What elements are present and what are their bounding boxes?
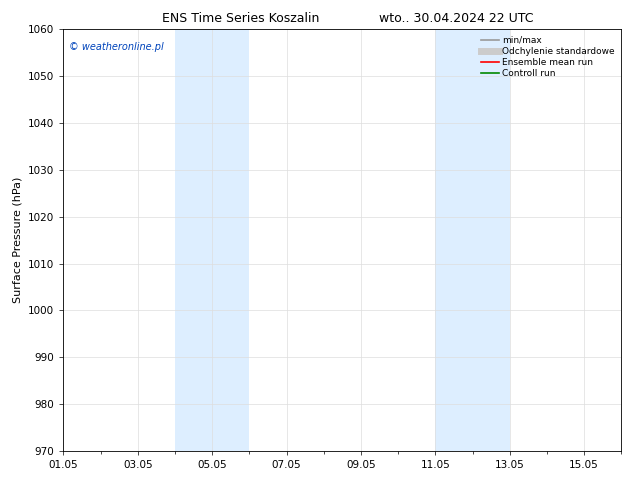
Y-axis label: Surface Pressure (hPa): Surface Pressure (hPa) bbox=[13, 177, 23, 303]
Bar bbox=[436, 29, 510, 451]
Text: ENS Time Series Koszalin: ENS Time Series Koszalin bbox=[162, 12, 320, 25]
Text: © weatheronline.pl: © weatheronline.pl bbox=[69, 42, 164, 52]
Legend: min/max, Odchylenie standardowe, Ensemble mean run, Controll run: min/max, Odchylenie standardowe, Ensembl… bbox=[479, 34, 617, 80]
Text: wto.. 30.04.2024 22 UTC: wto.. 30.04.2024 22 UTC bbox=[379, 12, 534, 25]
Bar bbox=[175, 29, 249, 451]
